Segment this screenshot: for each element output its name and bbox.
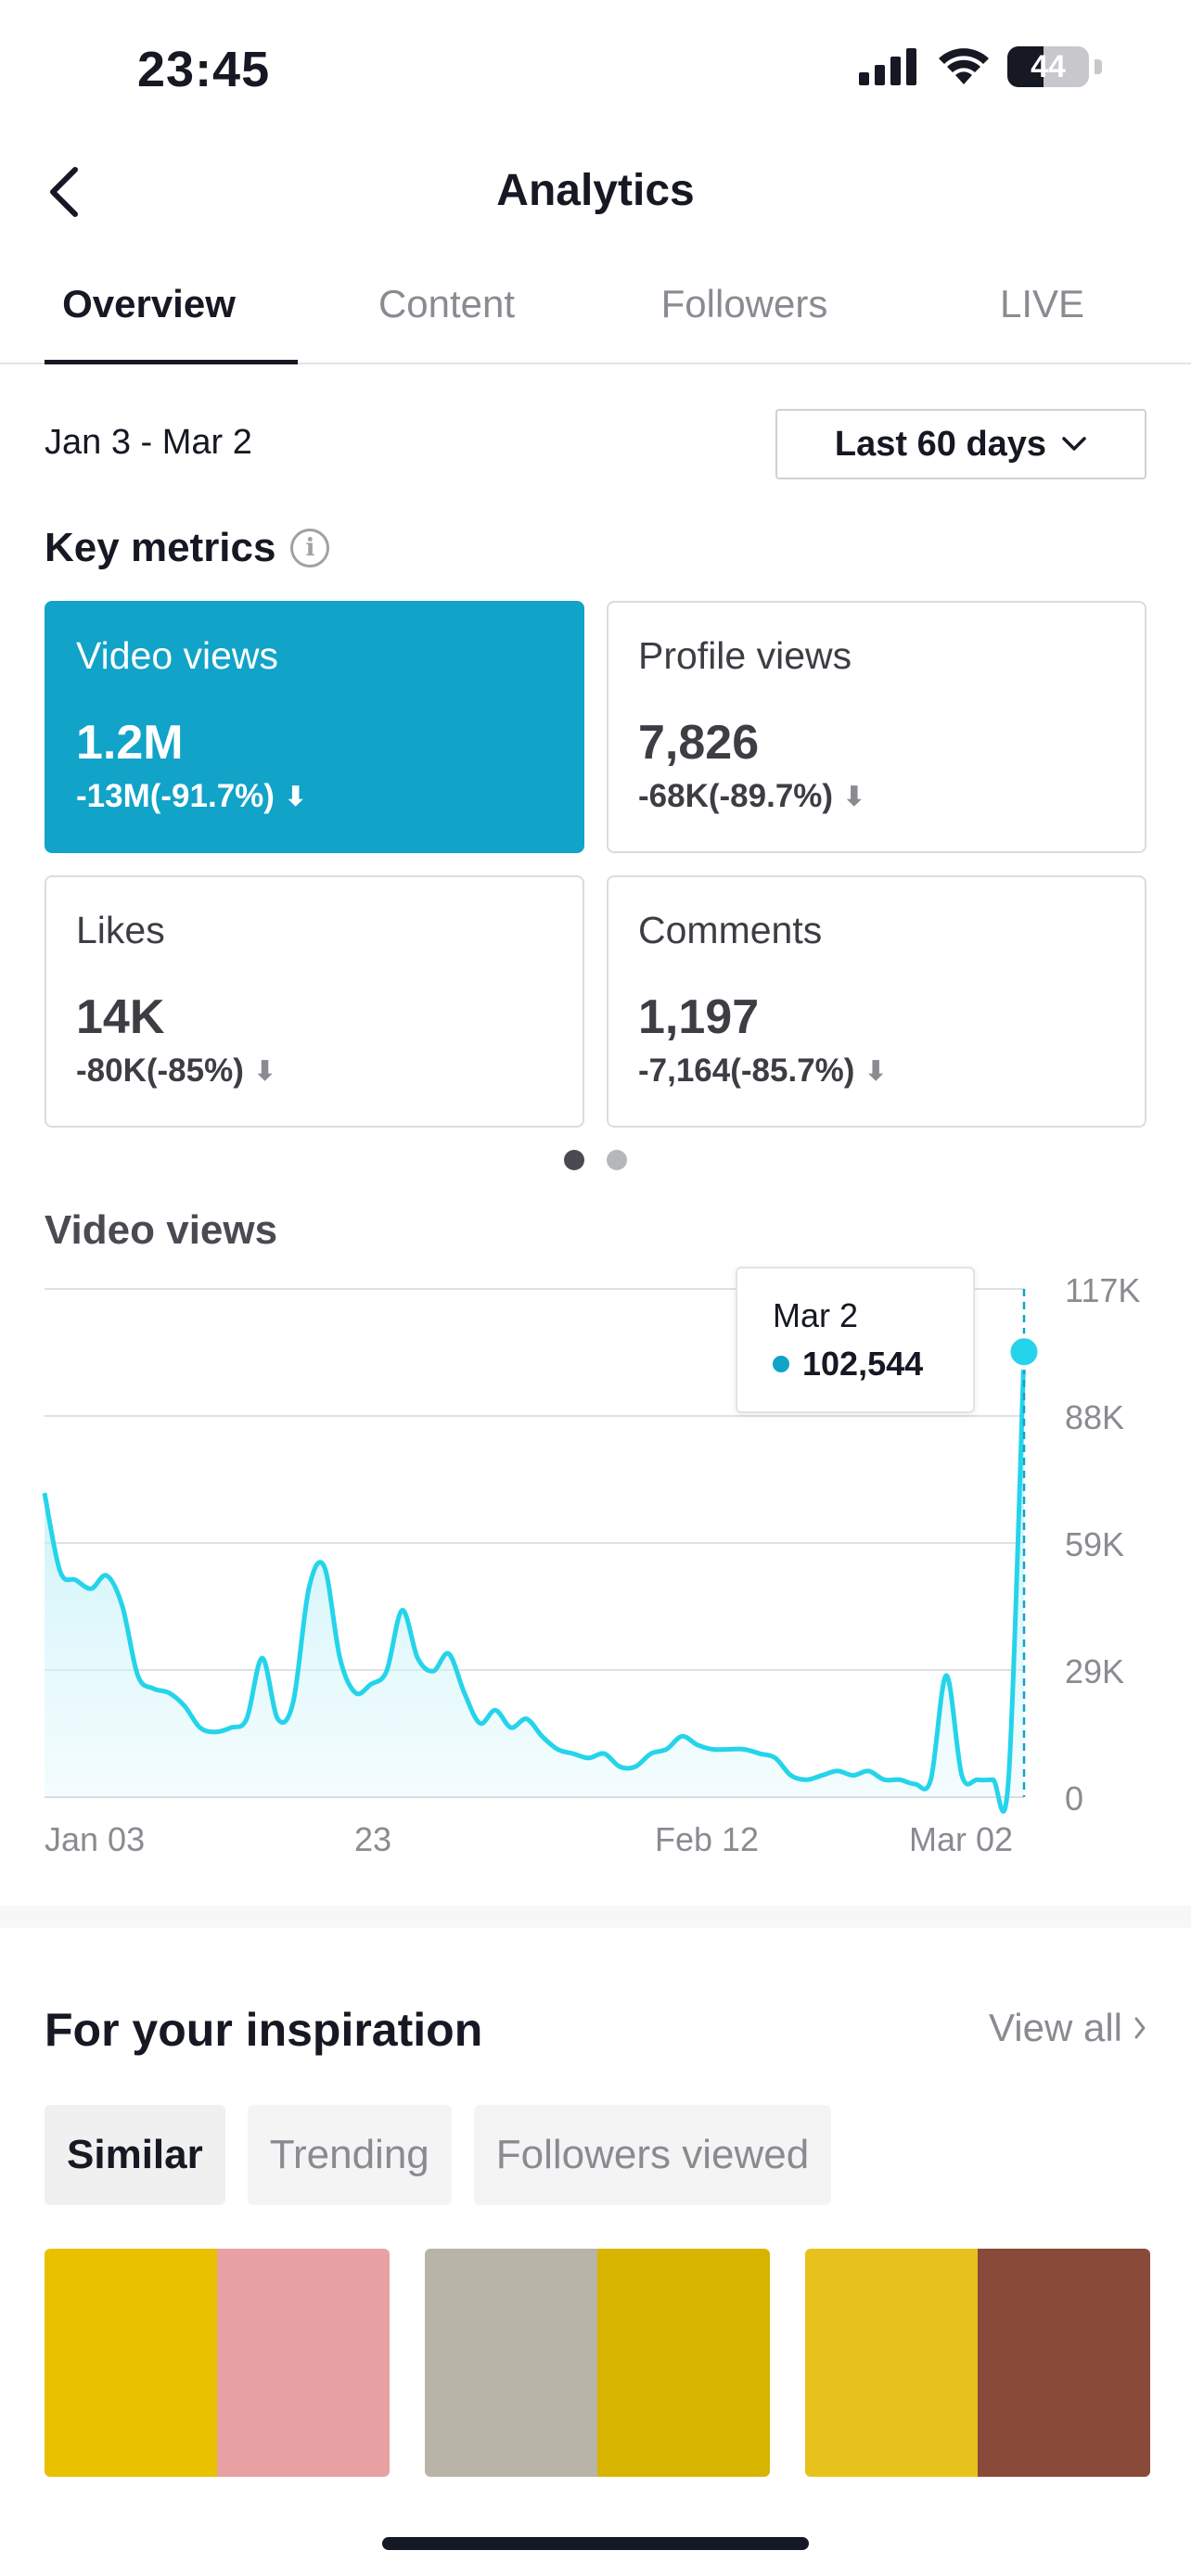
home-indicator[interactable] [382, 2537, 809, 2550]
info-icon[interactable]: i [290, 529, 330, 567]
arrow-down-icon: ⬇ [864, 1055, 888, 1087]
back-button[interactable] [35, 159, 91, 224]
metric-value: 14K [76, 990, 165, 1044]
status-icons: 44 [859, 46, 1102, 87]
tab-content[interactable]: Content [378, 282, 516, 325]
chip-followers-viewed[interactable]: Followers viewed [473, 2105, 832, 2205]
thumbnail-right-image [978, 2249, 1150, 2477]
page-title: Analytics [496, 166, 695, 215]
tooltip-date: Mar 2 [773, 1296, 859, 1334]
key-metrics-heading: Key metrics i [45, 525, 330, 571]
x-tick-label: 23 [354, 1820, 391, 1858]
tab-followers[interactable]: Followers [660, 282, 828, 325]
period-dropdown[interactable]: Last 60 days [775, 409, 1146, 479]
view-all-label: View all [989, 2006, 1122, 2049]
inspiration-title: For your inspiration [45, 2004, 483, 2056]
arrow-down-icon: ⬇ [252, 1055, 277, 1087]
metric-change-text: -13M(-91.7%) [76, 778, 275, 814]
metric-value: 1,197 [638, 990, 760, 1044]
chevron-left-icon [50, 167, 78, 217]
tooltip-value: 102,544 [802, 1345, 924, 1383]
video-views-line [42, 1351, 1027, 1814]
tab-bar: Overview Content Followers LIVE [0, 246, 1191, 364]
inspiration-thumbnails [45, 2249, 1150, 2477]
metric-change: -13M(-91.7%) ⬇ [76, 778, 553, 815]
tab-live[interactable]: LIVE [999, 282, 1085, 325]
inspiration-filters: Similar Trending Followers viewed [45, 2105, 832, 2205]
x-tick-label: Feb 12 [655, 1820, 759, 1858]
date-range: Jan 3 - Mar 2 [45, 423, 252, 462]
header: Analytics [0, 139, 1191, 246]
metric-label: Video views [76, 634, 279, 677]
chevron-down-icon [1062, 437, 1086, 451]
arrow-down-icon: ⬇ [842, 781, 866, 812]
y-tick-label: 117K [1065, 1271, 1140, 1309]
pager-dot[interactable] [564, 1150, 584, 1170]
thumbnail-left-image [425, 2249, 597, 2477]
key-metrics-title: Key metrics [45, 525, 276, 570]
thumbnail-right-image [597, 2249, 770, 2477]
section-divider [0, 1906, 1191, 1928]
view-all-link[interactable]: View all [989, 2006, 1146, 2050]
tab-overview[interactable]: Overview [0, 246, 298, 364]
period-label: Last 60 days [834, 424, 1047, 464]
chart-tooltip: Mar 2 102,544 [736, 1267, 975, 1413]
series-dot-icon [773, 1356, 789, 1372]
metric-card-video-views[interactable]: Video views 1.2M -13M(-91.7%) ⬇ [45, 601, 584, 853]
y-tick-label: 29K [1065, 1652, 1124, 1690]
metric-change-text: -68K(-89.7%) [638, 778, 834, 814]
metric-change: -80K(-85%) ⬇ [76, 1052, 553, 1090]
x-tick-label: Jan 03 [45, 1820, 145, 1858]
x-tick-label: Mar 02 [909, 1820, 1013, 1858]
video-thumbnail[interactable] [425, 2249, 770, 2477]
cellular-signal-icon [859, 48, 916, 85]
y-tick-label: 59K [1065, 1525, 1124, 1563]
metric-change-text: -7,164(-85.7%) [638, 1052, 855, 1089]
chip-trending[interactable]: Trending [247, 2105, 452, 2205]
thumbnail-left-image [805, 2249, 978, 2477]
metric-change-text: -80K(-85%) [76, 1052, 244, 1089]
status-bar: 23:45 44 [0, 0, 1191, 139]
metric-label: Comments [638, 909, 823, 951]
chip-similar[interactable]: Similar [45, 2105, 225, 2205]
metric-change: -68K(-89.7%) ⬇ [638, 778, 1115, 815]
chart-title: Video views [45, 1207, 278, 1253]
metric-change: -7,164(-85.7%) ⬇ [638, 1052, 1115, 1090]
chart-svg: 117K 88K 59K 29K 0 Jan 03 23 Feb 12 Mar 02 [42, 1271, 1140, 1858]
metrics-pager [0, 1150, 1191, 1170]
metric-label: Likes [76, 909, 165, 951]
chevron-right-icon [1134, 2017, 1146, 2039]
metric-card-profile-views[interactable]: Profile views 7,826 -68K(-89.7%) ⬇ [607, 601, 1146, 853]
battery-cap [1095, 59, 1102, 74]
y-tick-label: 0 [1065, 1779, 1083, 1817]
arrow-down-icon: ⬇ [283, 781, 308, 812]
thumbnail-left-image [45, 2249, 217, 2477]
wifi-icon [939, 48, 989, 84]
metric-value: 7,826 [638, 716, 760, 770]
battery-icon: 44 [1007, 46, 1089, 87]
video-views-area [45, 1351, 1024, 1812]
thumbnail-right-image [217, 2249, 390, 2477]
metric-value: 1.2M [76, 716, 184, 770]
status-time: 23:45 [137, 42, 271, 97]
video-thumbnail[interactable] [805, 2249, 1150, 2477]
metric-card-comments[interactable]: Comments 1,197 -7,164(-85.7%) ⬇ [607, 875, 1146, 1128]
metric-label: Profile views [638, 634, 852, 677]
tooltip-value-row: 102,544 [773, 1345, 973, 1384]
pager-dot[interactable] [607, 1150, 627, 1170]
metrics-grid: Video views 1.2M -13M(-91.7%) ⬇ Profile … [45, 601, 1146, 1128]
metric-card-likes[interactable]: Likes 14K -80K(-85%) ⬇ [45, 875, 584, 1128]
video-thumbnail[interactable] [45, 2249, 390, 2477]
battery-level: 44 [1031, 48, 1066, 84]
selected-data-point [1005, 1333, 1043, 1371]
y-tick-label: 88K [1065, 1398, 1124, 1436]
video-views-chart[interactable]: 117K 88K 59K 29K 0 Jan 03 23 Feb 12 Mar 02 [0, 1261, 1191, 1892]
